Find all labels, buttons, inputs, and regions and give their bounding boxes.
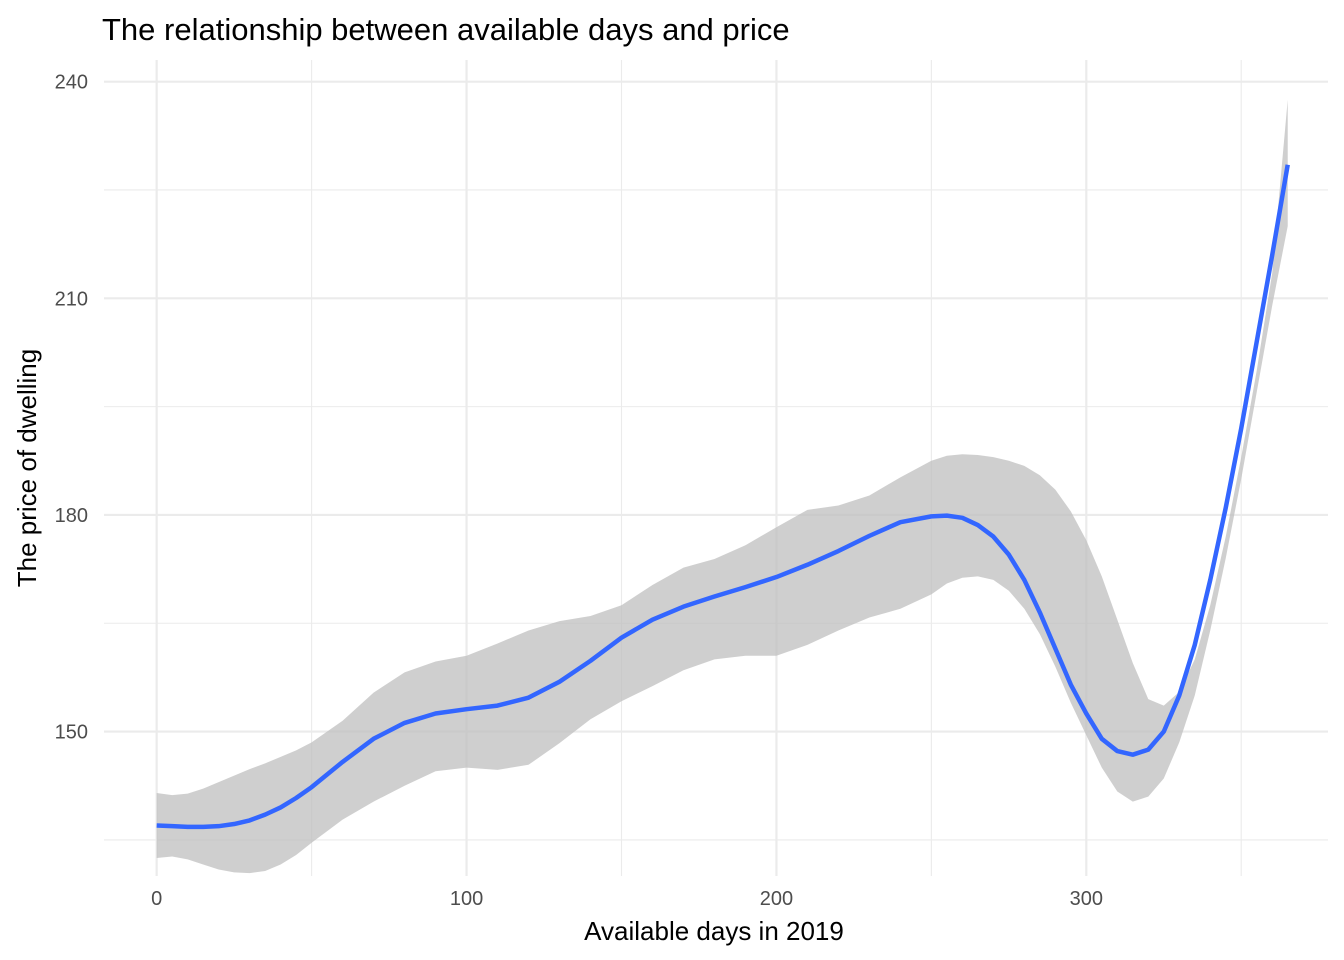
y-tick-label: 210 <box>55 288 88 310</box>
chart-title: The relationship between available days … <box>102 12 790 47</box>
x-tick-label: 200 <box>760 888 793 910</box>
x-tick-label: 0 <box>151 888 162 910</box>
x-tick-label: 100 <box>450 888 483 910</box>
smooth-line <box>156 164 1290 830</box>
plot-marks <box>156 99 1290 874</box>
x-tick-label: 300 <box>1070 888 1103 910</box>
y-axis-title: The price of dwelling <box>12 349 42 587</box>
y-axis-ticks: 150 180 210 240 <box>55 72 88 744</box>
y-tick-label: 240 <box>55 72 88 94</box>
y-tick-label: 150 <box>55 722 88 744</box>
y-tick-label: 180 <box>55 505 88 527</box>
confidence-ribbon <box>156 99 1288 874</box>
x-axis-ticks: 0 100 200 300 <box>151 888 1103 910</box>
x-axis-title: Available days in 2019 <box>584 916 844 946</box>
